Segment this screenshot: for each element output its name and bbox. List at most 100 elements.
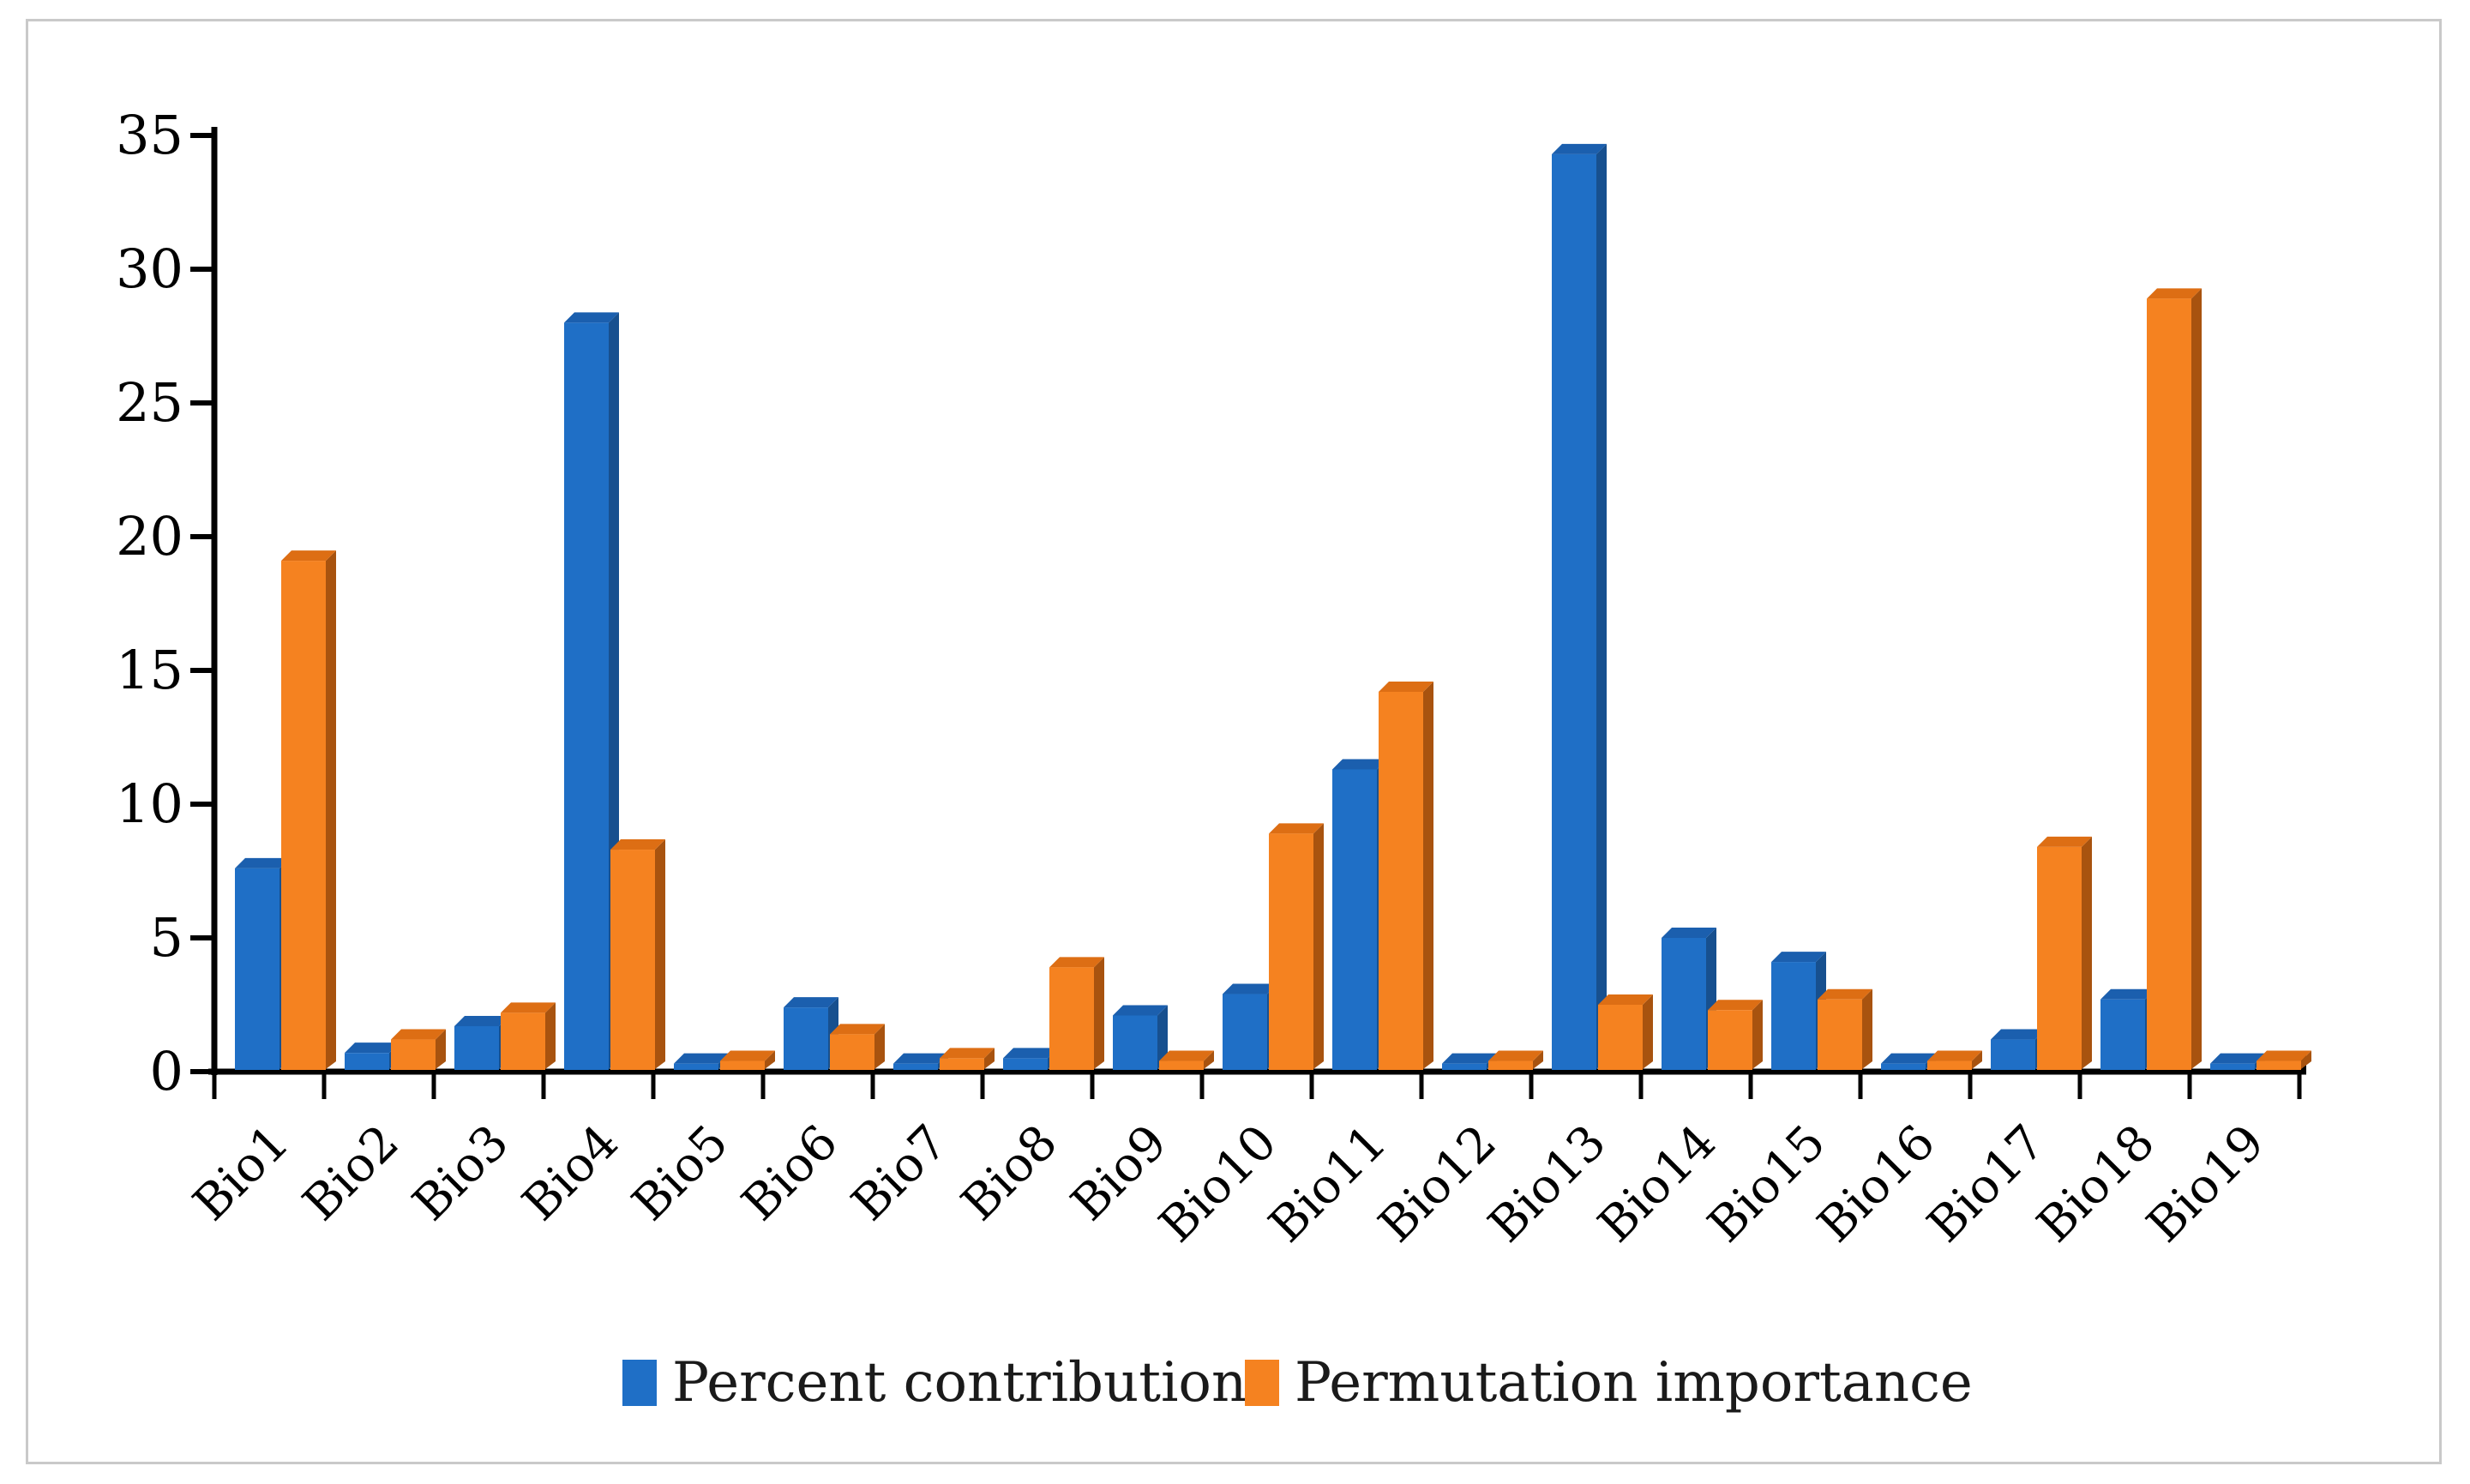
bar-top-bio16-percent-contribution — [1881, 1053, 1936, 1064]
bar-top-bio9-permutation-importance — [1159, 1050, 1214, 1061]
bar-top-bio11-percent-contribution — [1332, 759, 1387, 770]
bar-bio4-permutation-importance — [610, 850, 655, 1070]
bar-top-bio10-percent-contribution — [1223, 983, 1277, 994]
bar-bio8-percent-contribution — [1003, 1058, 1048, 1070]
bar-top-bio12-permutation-importance — [1488, 1050, 1543, 1061]
bar-side-bio6-permutation-importance — [874, 1024, 885, 1069]
bar-top-bio7-permutation-importance — [940, 1048, 995, 1059]
bar-top-bio7-percent-contribution — [893, 1053, 948, 1064]
bar-bio13-permutation-importance — [1598, 1005, 1643, 1070]
bar-side-bio2-permutation-importance — [436, 1029, 446, 1069]
x-category-label: Bio11 — [1259, 1115, 1397, 1253]
y-tick-label: 20 — [116, 505, 183, 568]
bar-top-bio8-permutation-importance — [1049, 957, 1104, 968]
bar-side-bio16-permutation-importance — [1972, 1050, 1982, 1069]
bar-top-bio13-percent-contribution — [1552, 143, 1607, 154]
bar-bio4-percent-contribution — [564, 322, 609, 1070]
bar-top-bio14-percent-contribution — [1662, 928, 1716, 938]
legend-swatch-percent-contribution — [622, 1360, 657, 1406]
bar-top-bio11-permutation-importance — [1379, 681, 1433, 692]
bar-top-bio12-percent-contribution — [1442, 1053, 1497, 1064]
x-category-label: Bio10 — [1149, 1115, 1288, 1253]
bar-top-bio1-percent-contribution — [235, 857, 290, 868]
y-tick-label: 5 — [150, 906, 183, 969]
bar-side-bio5-permutation-importance — [765, 1050, 775, 1069]
bar-bio7-percent-contribution — [893, 1063, 938, 1070]
bar-top-bio15-percent-contribution — [1771, 952, 1826, 963]
bar-side-bio8-permutation-importance — [1094, 957, 1104, 1069]
bar-bio11-percent-contribution — [1332, 769, 1377, 1070]
x-category-label: Bio12 — [1368, 1115, 1507, 1253]
legend-item-permutation-importance: Permutation importance — [1245, 1355, 1973, 1411]
bar-top-bio3-percent-contribution — [454, 1015, 509, 1026]
x-category-label: Bio6 — [731, 1115, 849, 1232]
bar-top-bio2-permutation-importance — [391, 1029, 446, 1040]
bar-top-bio6-permutation-importance — [830, 1024, 885, 1035]
bar-bio3-permutation-importance — [501, 1012, 545, 1070]
bar-bio2-permutation-importance — [391, 1039, 436, 1070]
x-category-label: Bio8 — [951, 1115, 1068, 1232]
bar-top-bio14-permutation-importance — [1708, 1000, 1763, 1011]
bar-bio19-percent-contribution — [2210, 1063, 2255, 1070]
bar-bio12-permutation-importance — [1488, 1060, 1533, 1070]
bar-bio15-percent-contribution — [1771, 962, 1816, 1070]
bar-top-bio19-permutation-importance — [2257, 1050, 2311, 1061]
x-category-label: Bio15 — [1698, 1115, 1836, 1253]
x-category-label: Bio17 — [1917, 1115, 2056, 1253]
bar-top-bio9-percent-contribution — [1113, 1005, 1168, 1016]
bar-bio11-permutation-importance — [1379, 691, 1423, 1070]
bar-bio2-percent-contribution — [345, 1053, 389, 1070]
x-category-label: Bio7 — [841, 1115, 959, 1232]
bar-bio18-permutation-importance — [2147, 298, 2191, 1070]
bar-bio6-percent-contribution — [784, 1007, 828, 1070]
bar-bio19-permutation-importance — [2257, 1060, 2301, 1070]
y-tick-label: 15 — [116, 639, 183, 701]
bar-bio10-percent-contribution — [1223, 994, 1267, 1070]
figure-border — [26, 19, 2442, 1464]
bar-side-bio18-permutation-importance — [2191, 288, 2202, 1069]
bar-bio5-percent-contribution — [674, 1063, 718, 1070]
bar-side-bio9-percent-contribution — [1157, 1005, 1168, 1069]
bar-top-bio6-percent-contribution — [784, 997, 838, 1008]
x-category-label: Bio5 — [622, 1115, 739, 1232]
bar-top-bio10-permutation-importance — [1269, 823, 1324, 834]
bar-bio10-permutation-importance — [1269, 833, 1313, 1070]
bar-side-bio4-permutation-importance — [655, 839, 665, 1069]
bar-top-bio1-permutation-importance — [281, 550, 336, 562]
legend-item-percent-contribution: Percent contribution — [622, 1355, 1247, 1411]
bar-side-bio13-permutation-importance — [1643, 994, 1653, 1069]
x-category-label: Bio18 — [2027, 1115, 2166, 1253]
bar-top-bio4-permutation-importance — [610, 839, 665, 850]
bar-top-bio5-percent-contribution — [674, 1053, 729, 1064]
bar-side-bio7-permutation-importance — [984, 1048, 995, 1069]
legend-label-permutation-importance: Permutation importance — [1295, 1351, 1973, 1415]
x-category-label: Bio16 — [1807, 1115, 1946, 1253]
bar-top-bio17-percent-contribution — [1991, 1029, 2046, 1040]
legend-swatch-permutation-importance — [1245, 1360, 1279, 1406]
bar-bio12-percent-contribution — [1442, 1063, 1487, 1070]
y-tick-label: 25 — [116, 371, 183, 434]
bar-bio18-percent-contribution — [2100, 999, 2145, 1070]
bar-bio6-permutation-importance — [830, 1034, 874, 1070]
x-category-label: Bio3 — [402, 1115, 520, 1232]
x-category-label: Bio4 — [512, 1115, 629, 1232]
y-tick-label: 10 — [116, 772, 183, 835]
bar-bio7-permutation-importance — [940, 1058, 984, 1070]
bar-top-bio17-permutation-importance — [2037, 836, 2092, 847]
bar-side-bio3-permutation-importance — [545, 1002, 556, 1069]
y-tick-label: 30 — [116, 237, 183, 300]
bar-top-bio15-permutation-importance — [1818, 988, 1872, 1000]
bar-side-bio1-permutation-importance — [326, 550, 336, 1069]
x-category-label: Bio1 — [183, 1115, 300, 1232]
bar-top-bio4-percent-contribution — [564, 312, 619, 323]
x-category-label: Bio14 — [1588, 1115, 1727, 1253]
y-tick-label: 0 — [150, 1040, 183, 1102]
bar-bio1-percent-contribution — [235, 868, 279, 1070]
bar-side-bio12-permutation-importance — [1533, 1050, 1543, 1069]
bar-side-bio9-permutation-importance — [1204, 1050, 1214, 1069]
bar-side-bio10-permutation-importance — [1313, 823, 1324, 1069]
legend-label-percent-contribution: Percent contribution — [672, 1351, 1247, 1415]
bar-side-bio17-permutation-importance — [2082, 836, 2092, 1069]
bar-bio8-permutation-importance — [1049, 967, 1094, 1070]
